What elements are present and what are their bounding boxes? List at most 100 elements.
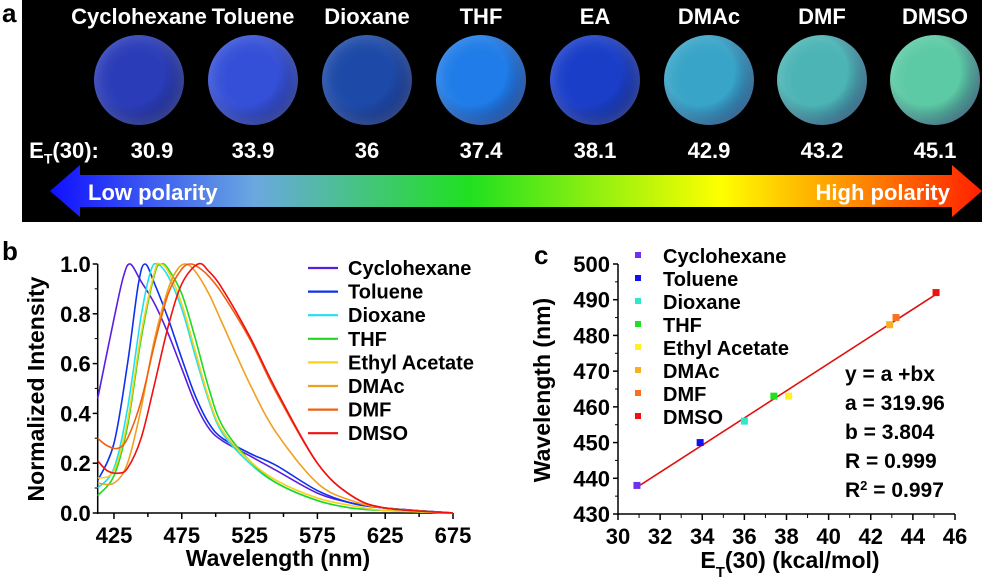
y-tick-label: 1.0	[60, 252, 91, 277]
x-tick-label: 525	[231, 523, 268, 548]
solvent-label: Dioxane	[324, 4, 410, 29]
high-polarity-label: High polarity	[816, 180, 951, 205]
data-point-dioxane	[740, 417, 748, 425]
et30-value: 36	[354, 138, 380, 163]
legend-swatch	[635, 367, 641, 373]
et30-value: 45.1	[913, 138, 957, 163]
data-point-dmso	[932, 289, 940, 297]
et30-value: 30.9	[130, 138, 174, 163]
legend-label: THF	[348, 329, 387, 351]
legend-swatch	[635, 390, 641, 396]
legend-swatch	[635, 344, 641, 350]
legend-label: Ethyl Acetate	[663, 338, 789, 360]
crystal-photo	[94, 35, 184, 125]
et30-label-rest: (30):	[52, 138, 99, 163]
legend-label: DMAc	[348, 376, 405, 398]
crystal-photo	[664, 35, 754, 125]
legend-label: Dioxane	[348, 305, 426, 327]
panel-label-a: a	[2, 0, 17, 28]
y-tick-label: 440	[573, 466, 610, 491]
fit-annotation-r2: R2 = 0.997	[845, 478, 944, 503]
solvent-label: Toluene	[211, 4, 295, 29]
y-tick-label: 470	[573, 359, 610, 384]
panel-a-photos: Cyclohexane 30.9 Toluene 33.9 Dioxane 36 THF 37…	[22, 0, 982, 222]
spectrum-line-ethyl-acetate	[97, 262, 454, 514]
y-tick-label: 490	[573, 288, 610, 313]
legend-swatch	[635, 413, 641, 419]
crystal-photo	[777, 35, 867, 125]
y-tick-label: 460	[573, 395, 610, 420]
polarity-arrow: Low polarity High polarity	[50, 165, 982, 217]
spectrum-line-dmac	[97, 263, 454, 514]
panel-label-c: c	[534, 240, 549, 270]
crystal-photo	[550, 35, 640, 125]
data-point-cyclohexane	[633, 481, 641, 489]
y-tick-label: 0.6	[60, 352, 91, 377]
y-tick-label: 0.8	[60, 302, 91, 327]
r2-part: = 0.997	[867, 479, 943, 502]
x-tick-label: 32	[648, 524, 672, 549]
legend-label: Ethyl Acetate	[348, 352, 474, 374]
legend-swatch	[635, 252, 641, 258]
solvent-label: EA	[579, 4, 611, 29]
legend-label: DMF	[348, 400, 391, 422]
r2-part: R	[845, 479, 860, 502]
x-tick-label: 425	[96, 523, 133, 548]
x-tick-label: 36	[732, 524, 756, 549]
r2-part: 2	[860, 478, 867, 493]
x-tick-label: 38	[774, 524, 798, 549]
y-axis-title: Normalized Intensity	[23, 276, 49, 501]
crystal-photo	[436, 35, 526, 125]
fit-annotation: R = 0.999	[845, 450, 937, 473]
x-tick-label: 30	[606, 524, 630, 549]
legend-label: DMF	[663, 384, 706, 406]
x-tick-label: 34	[690, 524, 715, 549]
et30-label: ET(30):	[29, 138, 99, 166]
legend-label: DMSO	[348, 423, 408, 445]
spectrum-line-dmso	[97, 262, 454, 514]
legend-label: Toluene	[663, 269, 738, 291]
x-axis-title: ET(30) (kcal/mol)	[700, 547, 879, 577]
x-axis-title-part: (30) (kcal/mol)	[725, 547, 880, 573]
spectrum-line-toluene	[96, 263, 454, 514]
legend-label: Cyclohexane	[663, 246, 786, 268]
spectrum-line-cyclohexane	[96, 263, 454, 514]
fit-line	[636, 293, 937, 488]
et30-value: 42.9	[687, 138, 731, 163]
et30-label-sub: T	[43, 150, 53, 167]
x-tick-label: 40	[816, 524, 840, 549]
legend-label: Dioxane	[663, 292, 741, 314]
fit-annotation: a = 319.96	[845, 392, 945, 415]
crystal-photo	[322, 35, 412, 125]
solvent-label: DMF	[798, 4, 846, 29]
data-point-thf	[770, 392, 778, 400]
solvent-label: Cyclohexane	[71, 4, 207, 29]
legend-label: Toluene	[348, 282, 423, 304]
data-point-toluene	[696, 439, 704, 447]
x-axis-title-part: E	[700, 547, 715, 573]
x-tick-label: 575	[299, 523, 336, 548]
fit-annotation: b = 3.804	[845, 421, 935, 444]
legend-label: DMSO	[663, 407, 723, 429]
data-point-dmf	[892, 314, 900, 322]
legend-swatch	[635, 298, 641, 304]
y-axis-title: Wavelength (nm)	[529, 298, 555, 482]
y-tick-label: 430	[573, 502, 610, 527]
x-tick-label: 625	[367, 523, 404, 548]
et30-value: 38.1	[573, 138, 617, 163]
solvent-label: THF	[459, 4, 503, 29]
low-polarity-label: Low polarity	[88, 180, 218, 205]
x-axis-title: Wavelength (nm)	[186, 545, 370, 571]
y-tick-label: 450	[573, 431, 610, 456]
y-tick-label: 500	[573, 252, 610, 277]
solvent-label: DMAc	[677, 4, 741, 29]
x-tick-label: 42	[859, 524, 883, 549]
x-tick-label: 475	[163, 523, 200, 548]
et30-label-main: E	[29, 138, 44, 163]
x-tick-label: 44	[901, 524, 926, 549]
x-tick-label: 46	[943, 524, 967, 549]
y-tick-label: 480	[573, 323, 610, 348]
et30-value: 33.9	[231, 138, 275, 163]
legend-label: THF	[663, 315, 702, 337]
